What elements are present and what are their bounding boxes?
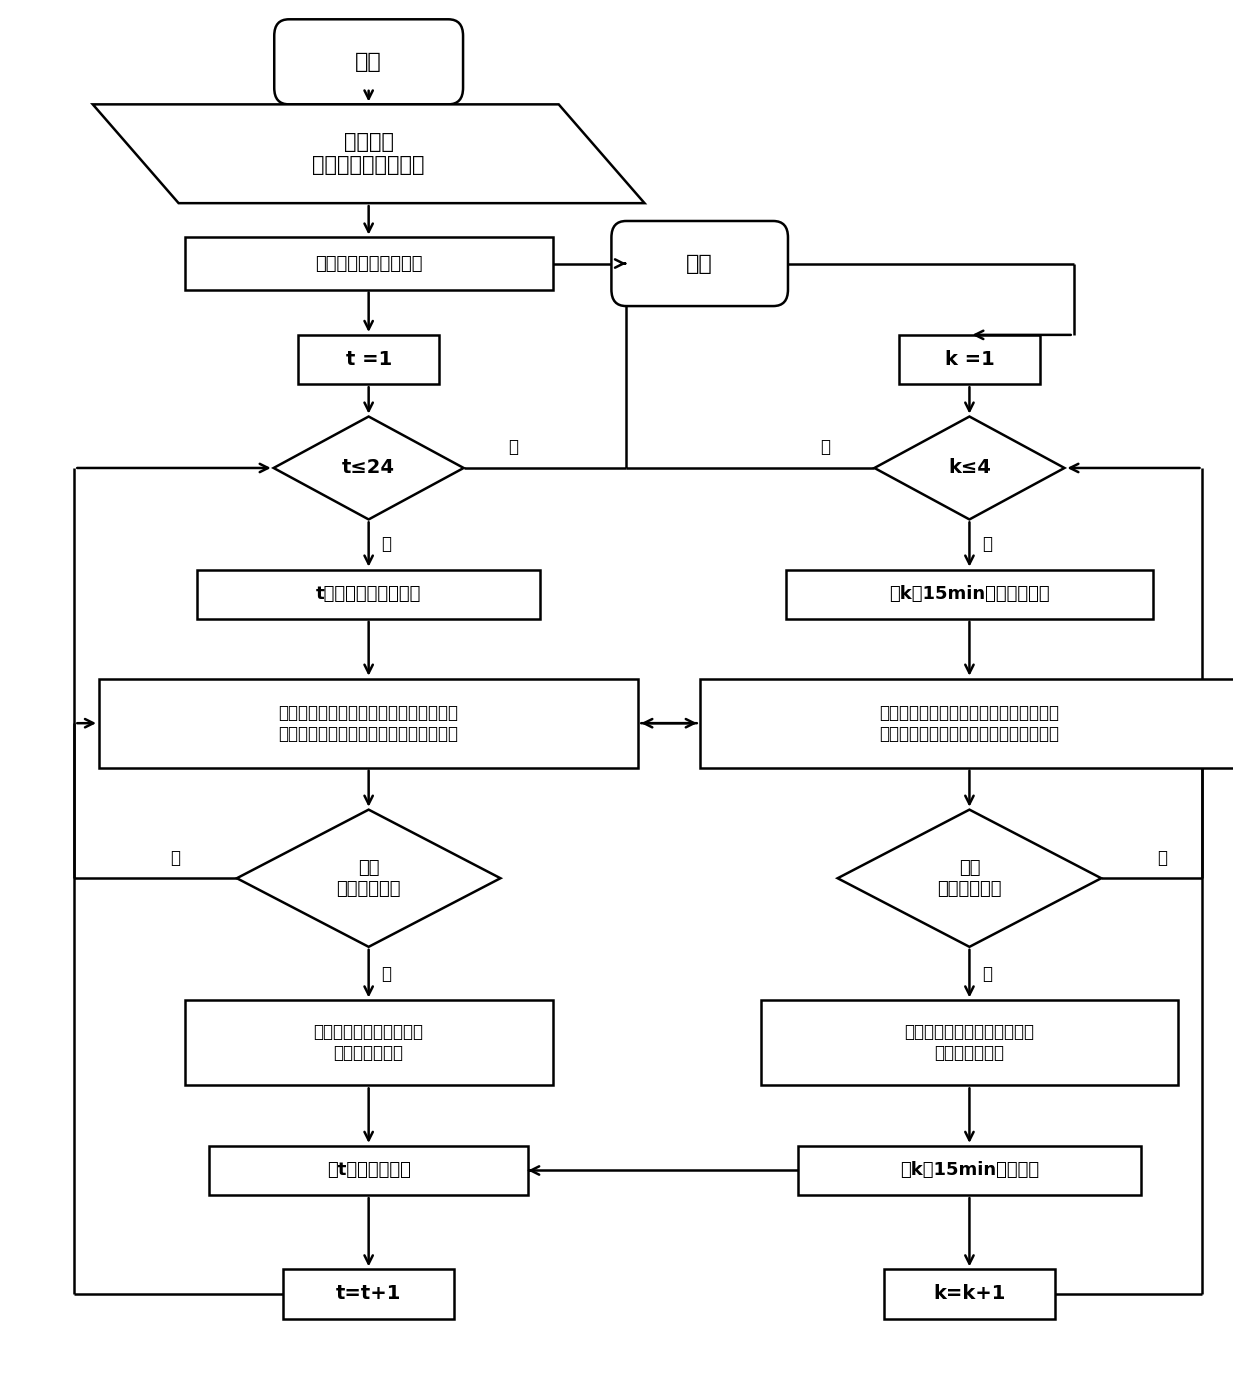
Polygon shape — [237, 809, 501, 947]
Text: 计算经济性、弃风弃光率
获得日前最优解: 计算经济性、弃风弃光率 获得日前最优解 — [314, 1023, 424, 1062]
Bar — [761, 1001, 1178, 1085]
Text: t时刻的风光荷预测值: t时刻的风光荷预测值 — [316, 585, 422, 603]
Bar — [99, 679, 639, 768]
Bar — [283, 1270, 455, 1318]
Text: 结束: 结束 — [686, 254, 713, 273]
Text: 日前
负荷备用约束: 日前 负荷备用约束 — [336, 859, 401, 898]
Bar — [210, 1146, 528, 1195]
Polygon shape — [93, 104, 645, 204]
Bar — [185, 1001, 553, 1085]
Text: 柴油机一次预设出力、功率不平衡量、储
能出力、交互功率、柴油机二次调整出力: 柴油机一次预设出力、功率不平衡量、储 能出力、交互功率、柴油机二次调整出力 — [279, 704, 459, 743]
Bar — [884, 1270, 1055, 1318]
Bar — [197, 570, 541, 620]
Text: k =1: k =1 — [945, 351, 994, 369]
Text: 是: 是 — [982, 535, 992, 553]
Text: k≤4: k≤4 — [949, 459, 991, 477]
Text: 第k个15min优化完毕: 第k个15min优化完毕 — [900, 1161, 1039, 1179]
Bar — [797, 1146, 1141, 1195]
Text: 计算负荷缺失、对日前调整量
获得日内最优解: 计算负荷缺失、对日前调整量 获得日内最优解 — [904, 1023, 1034, 1062]
Text: 电价信息
柴油机单位发电成本: 电价信息 柴油机单位发电成本 — [312, 132, 425, 176]
Text: 是: 是 — [982, 965, 992, 983]
Bar — [185, 237, 553, 290]
Text: 否: 否 — [507, 438, 518, 456]
Text: t=t+1: t=t+1 — [336, 1285, 402, 1303]
FancyBboxPatch shape — [611, 220, 787, 306]
Text: 否: 否 — [1158, 848, 1168, 866]
Text: 否: 否 — [821, 438, 831, 456]
Text: k=k+1: k=k+1 — [934, 1285, 1006, 1303]
Text: 确定每小时的调度方案: 确定每小时的调度方案 — [315, 255, 423, 273]
Text: 柴油机一次预设出力、功率不平衡量、储
能出力、交互功率、柴油机二次调整出力: 柴油机一次预设出力、功率不平衡量、储 能出力、交互功率、柴油机二次调整出力 — [879, 704, 1059, 743]
Text: 第k个15min风光荷预测值: 第k个15min风光荷预测值 — [889, 585, 1050, 603]
Text: 日内
负荷备用约束: 日内 负荷备用约束 — [937, 859, 1002, 898]
Bar — [298, 335, 439, 384]
Text: 是: 是 — [381, 965, 391, 983]
Bar — [785, 570, 1153, 620]
Text: t =1: t =1 — [346, 351, 392, 369]
Bar — [699, 679, 1239, 768]
FancyBboxPatch shape — [274, 19, 463, 104]
Polygon shape — [838, 809, 1101, 947]
Text: 是: 是 — [381, 535, 391, 553]
Polygon shape — [874, 417, 1064, 520]
Bar — [899, 335, 1040, 384]
Text: 开始: 开始 — [356, 51, 382, 72]
Text: 第t小时优化完毕: 第t小时优化完毕 — [326, 1161, 410, 1179]
Text: 否: 否 — [171, 848, 181, 866]
Text: t≤24: t≤24 — [342, 459, 396, 477]
Polygon shape — [274, 417, 464, 520]
